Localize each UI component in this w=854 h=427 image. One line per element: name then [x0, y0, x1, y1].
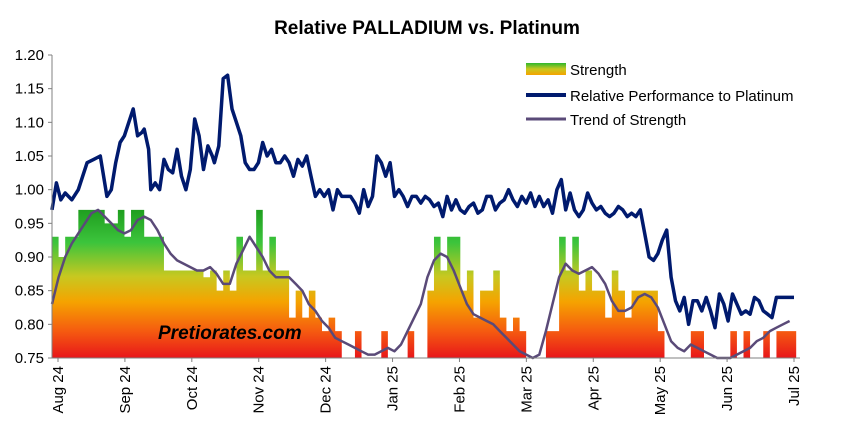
x-tick-label: Sep 24	[117, 366, 134, 414]
legend-swatch-strength	[526, 63, 566, 75]
x-tick-label: Aug 24	[50, 366, 67, 414]
x-tick-label: Apr 25	[585, 366, 602, 410]
y-tick-label: 0.95	[15, 215, 44, 232]
y-tick-label: 1.10	[15, 114, 44, 131]
y-tick-label: 1.00	[15, 182, 44, 199]
relative-performance-line	[50, 73, 794, 330]
y-tick-label: 0.80	[15, 316, 44, 333]
x-tick-label: Jan 25	[385, 366, 402, 411]
y-tick-label: 0.90	[15, 249, 44, 266]
legend-label-strength: Strength	[570, 62, 627, 79]
trend-line-layer	[50, 208, 791, 360]
strength-area	[52, 209, 797, 358]
x-tick-label: Nov 24	[251, 366, 268, 414]
watermark-text: Pretiorates.com	[158, 323, 302, 344]
x-tick-label: Oct 24	[184, 366, 201, 410]
y-axis-ticks: 1.20 1.15 1.10 1.05 1.00 0.95 0.90 0.85 0.80 0.75	[15, 47, 52, 367]
y-tick-label: 1.15	[15, 81, 44, 98]
x-tick-label: Dec 24	[318, 366, 335, 414]
legend-label-relative: Relative Performance to Platinum	[570, 88, 793, 105]
x-tick-label: May 25	[652, 366, 669, 415]
legend-label-trend: Trend of Strength	[570, 112, 686, 129]
trend-of-strength-line	[50, 208, 791, 360]
x-tick-label: Mar 25	[518, 366, 535, 413]
legend: Strength Relative Performance to Platinu…	[526, 62, 793, 129]
strength-area-layer	[52, 209, 797, 358]
x-tick-label: Jun 25	[719, 366, 736, 411]
y-tick-label: 1.05	[15, 148, 44, 165]
y-tick-label: 0.85	[15, 283, 44, 300]
x-tick-label: Jul 25	[786, 366, 803, 406]
chart-title: Relative PALLADIUM vs. Platinum	[274, 18, 580, 39]
x-axis-ticks: Aug 24 Sep 24 Oct 24 Nov 24 Dec 24 Jan 25 Feb …	[50, 358, 803, 415]
x-tick-label: Feb 25	[451, 366, 468, 413]
relative-line-layer	[50, 73, 794, 330]
y-tick-label: 0.75	[15, 350, 44, 367]
y-tick-label: 1.20	[15, 47, 44, 64]
